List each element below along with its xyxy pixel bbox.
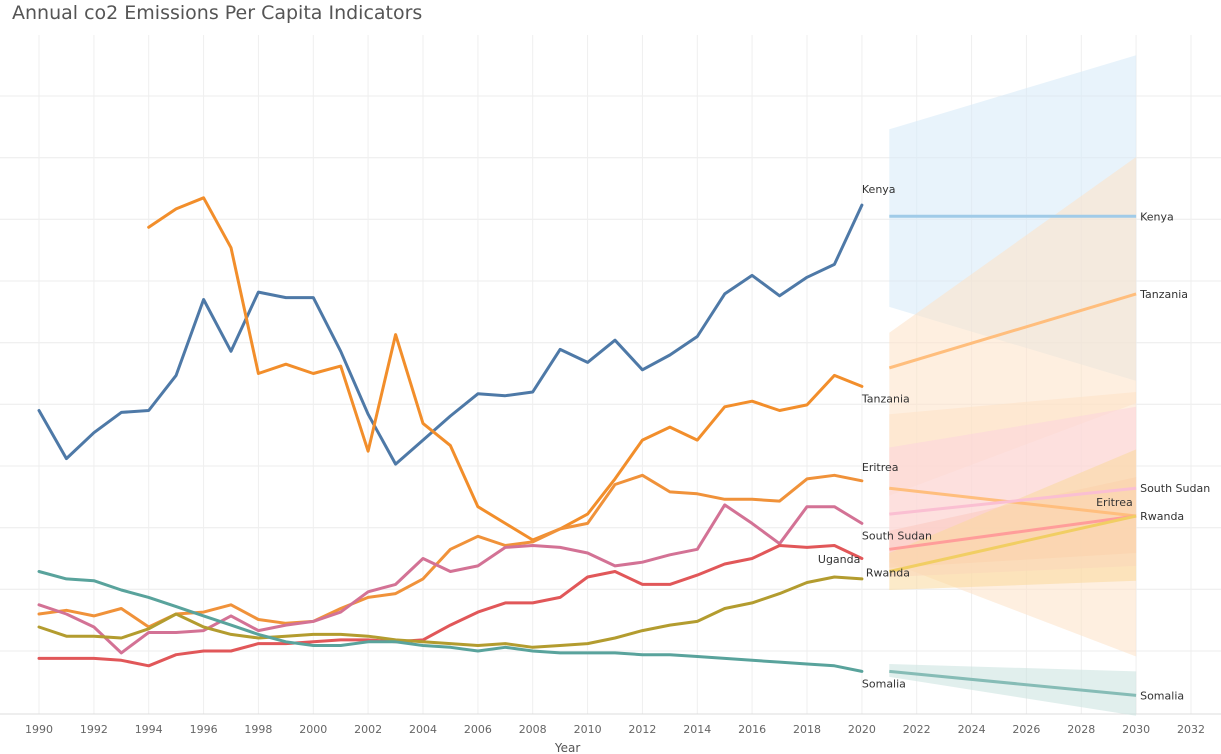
- series-lines: [37, 196, 864, 673]
- x-tick-label: 2002: [354, 723, 382, 736]
- x-tick-label: 2006: [464, 723, 492, 736]
- series-end-label: Tanzania: [861, 392, 910, 405]
- gridlines: [0, 35, 1221, 715]
- x-tick-label: 1996: [190, 723, 218, 736]
- series-end-label: Kenya: [862, 183, 896, 196]
- forecast-end-label: Rwanda: [1140, 510, 1184, 523]
- series-labels: Kenya Kenya Tanzania Tanzania Eritrea Eritrea…: [818, 183, 1210, 702]
- series-end-label: Rwanda: [866, 567, 910, 580]
- forecast-band: [889, 664, 1137, 716]
- series-end-label: Uganda: [818, 553, 860, 566]
- forecast-end-label: Kenya: [1140, 210, 1174, 223]
- x-tick-label: 2016: [738, 723, 766, 736]
- x-tick-label: 1998: [244, 723, 272, 736]
- series-end-label: South Sudan: [862, 529, 932, 542]
- forecast-end-label: South Sudan: [1140, 482, 1210, 495]
- x-tick-label: 2030: [1122, 723, 1150, 736]
- x-tick-label: 2028: [1067, 723, 1095, 736]
- forecast-end-label: Eritrea: [1096, 496, 1133, 509]
- forecast-band: [889, 449, 1137, 590]
- forecast-line: [888, 514, 1137, 573]
- series-end-label: Somalia: [862, 677, 906, 690]
- forecast-line: [889, 514, 1137, 551]
- series-line: [37, 544, 864, 668]
- series-line: [147, 196, 864, 542]
- forecast-line: [889, 669, 1137, 697]
- series-line: [37, 503, 864, 655]
- series-line: [37, 203, 864, 466]
- forecast-end-label: Somalia: [1140, 689, 1184, 702]
- x-tick-label: 2000: [299, 723, 327, 736]
- series-line: [37, 575, 864, 649]
- x-tick-label: 2018: [793, 723, 821, 736]
- forecast-end-label: Tanzania: [1139, 288, 1188, 301]
- x-axis: 1990 1992 1994 1996 1998 2000 2002 2004 2006 2008…: [25, 723, 1205, 736]
- x-tick-label: 1990: [25, 723, 53, 736]
- x-tick-label: 2022: [903, 723, 931, 736]
- forecast-line: [889, 486, 1137, 516]
- x-tick-label: 2014: [683, 723, 711, 736]
- chart-title: Annual co2 Emissions Per Capita Indicato…: [12, 2, 423, 24]
- x-tick-label: 1994: [135, 723, 163, 736]
- x-tick-label: 2004: [409, 723, 437, 736]
- series-line: [37, 570, 864, 673]
- x-tick-label: 2012: [628, 723, 656, 736]
- series-end-label: Eritrea: [862, 461, 899, 474]
- x-tick-label: 2024: [958, 723, 986, 736]
- x-axis-title: Year: [554, 741, 580, 754]
- x-tick-label: 2008: [519, 723, 547, 736]
- x-tick-label: 2032: [1177, 723, 1205, 736]
- x-tick-label: 2010: [574, 723, 602, 736]
- x-tick-label: 2026: [1012, 723, 1040, 736]
- forecast-line: [888, 292, 1137, 370]
- x-tick-label: 2020: [848, 723, 876, 736]
- forecast-lines: [888, 214, 1137, 697]
- forecast-bands: [889, 55, 1137, 716]
- x-tick-label: 1992: [80, 723, 108, 736]
